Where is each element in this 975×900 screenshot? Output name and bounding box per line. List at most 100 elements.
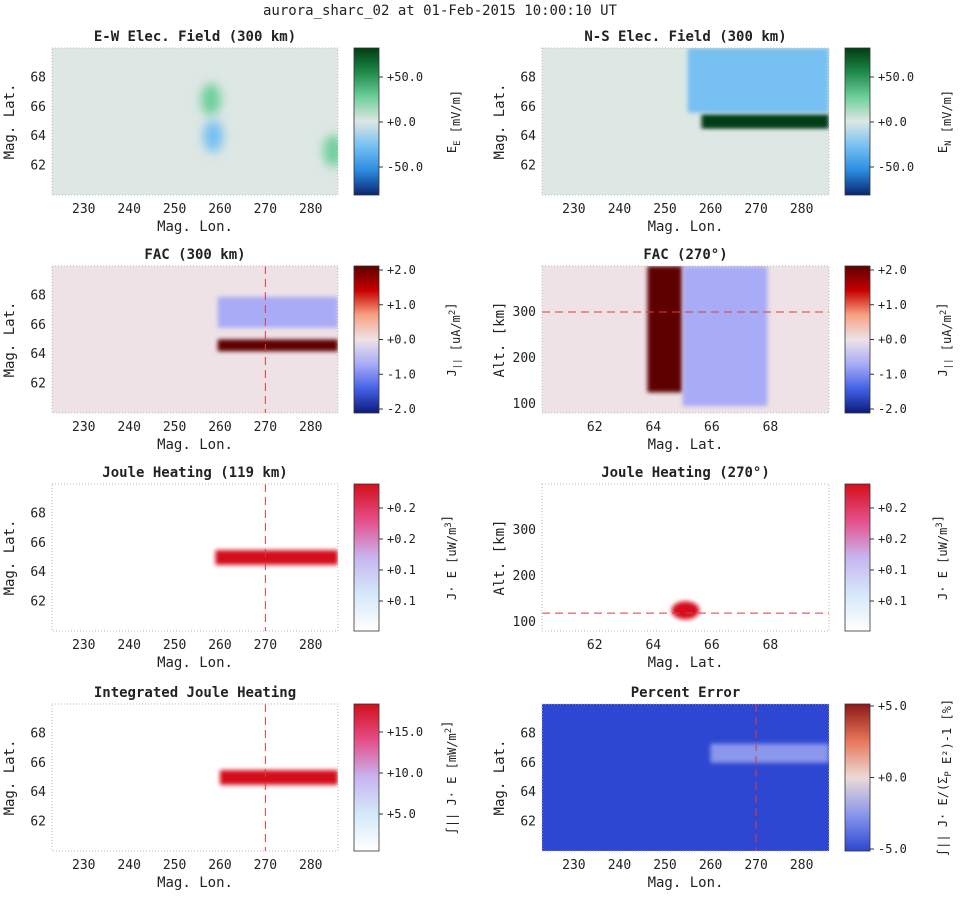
heatmap-feature-0 bbox=[671, 601, 700, 620]
x-tick-label: 260 bbox=[208, 420, 231, 435]
y-tick-label: 68 bbox=[30, 726, 46, 741]
colorbar-label: ∫|| J· E/(ΣP E²)-1 [%] bbox=[936, 699, 954, 856]
colorbar-label: EN [mV/m] bbox=[936, 90, 954, 153]
colorbar-tick-label: +0.2 bbox=[878, 501, 907, 515]
y-tick-label: 200 bbox=[513, 569, 536, 584]
x-tick-label: 250 bbox=[653, 202, 676, 217]
colorbar: +2.0 +1.0 +0.0 -1.0 -2.0 J|| [uA/m2] bbox=[844, 263, 954, 416]
plot-area bbox=[52, 704, 338, 851]
colorbar-tick-label: +0.2 bbox=[387, 501, 416, 515]
y-tick-label: 66 bbox=[520, 100, 536, 115]
y-axis-label: Mag. Lat. bbox=[492, 740, 508, 816]
colorbar-label: J|| [uA/m2] bbox=[444, 302, 463, 376]
x-tick-label: 68 bbox=[763, 420, 779, 435]
colorbar-tick-label: +1.0 bbox=[878, 298, 907, 312]
y-axis-label: Mag. Lat. bbox=[2, 740, 18, 816]
plot-frame bbox=[541, 703, 830, 852]
y-axis-label: Alt. [km] bbox=[492, 520, 508, 596]
colorbar-tick-label: +0.1 bbox=[387, 563, 416, 577]
y-tick-label: 62 bbox=[30, 377, 46, 392]
panel-title: FAC (300 km) bbox=[144, 247, 245, 263]
heatmap-feature-0 bbox=[215, 550, 338, 565]
y-axis-label: Mag. Lat. bbox=[2, 84, 18, 160]
colorbar-tick-label: -5.0 bbox=[878, 842, 907, 856]
x-tick-label: 230 bbox=[72, 858, 95, 873]
colorbar: +15.0 +10.0 +5.0 ∫|| J· E [mW/m2] bbox=[353, 703, 459, 852]
panel-title: Percent Error bbox=[631, 685, 741, 701]
colorbar-label: J· E [uW/m3] bbox=[931, 515, 950, 600]
x-tick-label: 270 bbox=[254, 638, 277, 653]
x-tick-label: 230 bbox=[562, 202, 585, 217]
x-tick-label: 64 bbox=[645, 638, 661, 653]
x-tick-label: 230 bbox=[72, 420, 95, 435]
colorbar-gradient bbox=[353, 47, 380, 196]
colorbar-tick-label: +0.0 bbox=[878, 115, 907, 129]
colorbar-gradient bbox=[353, 703, 380, 852]
colorbar-gradient bbox=[353, 265, 380, 414]
colorbar-tick-label: -50.0 bbox=[387, 160, 423, 174]
colorbar-tick-label: +0.0 bbox=[387, 333, 416, 347]
plot-frame bbox=[51, 483, 339, 632]
heatmap-feature-0 bbox=[542, 704, 829, 851]
y-axis-label: Mag. Lat. bbox=[2, 302, 18, 378]
y-tick-label: 100 bbox=[513, 615, 536, 630]
x-tick-label: 66 bbox=[704, 420, 720, 435]
x-tick-label: 260 bbox=[208, 202, 231, 217]
x-tick-label: 62 bbox=[587, 638, 603, 653]
colorbar-tick-label: +0.2 bbox=[878, 532, 907, 546]
y-axis-label: Mag. Lat. bbox=[492, 84, 508, 160]
x-tick-label: 270 bbox=[254, 202, 277, 217]
plot-frame bbox=[51, 703, 339, 852]
heatmap-feature-1 bbox=[682, 266, 768, 407]
colorbar-tick-label: +0.1 bbox=[387, 594, 416, 608]
colorbar-tick-label: +2.0 bbox=[878, 263, 907, 277]
colorbar-label: ∫|| J· E [mW/m2] bbox=[440, 721, 459, 835]
y-tick-label: 64 bbox=[30, 347, 46, 362]
panel-title: FAC (270°) bbox=[643, 247, 727, 263]
x-axis-label: Mag. Lon. bbox=[157, 219, 233, 235]
x-axis-label: Mag. Lon. bbox=[157, 655, 233, 671]
plot-area bbox=[542, 48, 829, 195]
x-axis-label: Mag. Lon. bbox=[157, 437, 233, 453]
plot-area bbox=[52, 484, 338, 631]
panel-title: Joule Heating (119 km) bbox=[102, 465, 287, 481]
plot-background bbox=[52, 48, 338, 195]
heatmap-feature-0 bbox=[217, 296, 338, 328]
colorbar-tick-label: +0.0 bbox=[878, 771, 907, 785]
x-tick-label: 230 bbox=[72, 638, 95, 653]
x-tick-label: 260 bbox=[208, 638, 231, 653]
x-tick-label: 62 bbox=[587, 420, 603, 435]
colorbar-label: J· E [uW/m3] bbox=[440, 515, 459, 600]
colorbar: +0.2 +0.2 +0.1 +0.1 J· E [uW/m3] bbox=[844, 483, 950, 632]
colorbar-tick-label: -1.0 bbox=[387, 367, 416, 381]
panel-jh119: Joule Heating (119 km) 230 240 250 260 270 280… bbox=[2, 465, 459, 671]
y-tick-label: 62 bbox=[30, 159, 46, 174]
panel-title: E-W Elec. Field (300 km) bbox=[94, 29, 296, 45]
colorbar-tick-label: +2.0 bbox=[387, 263, 416, 277]
colorbar: +0.2 +0.2 +0.1 +0.1 J· E [uW/m3] bbox=[353, 483, 459, 632]
panels: E-W Elec. Field (300 km) 230 240 250 260 270 2… bbox=[2, 29, 954, 891]
colorbar-tick-label: +0.2 bbox=[387, 532, 416, 546]
y-tick-label: 64 bbox=[30, 129, 46, 144]
plot-frame bbox=[51, 47, 339, 196]
x-tick-label: 270 bbox=[744, 858, 767, 873]
panel-ew: E-W Elec. Field (300 km) 230 240 250 260 270 2… bbox=[2, 29, 463, 235]
colorbar-tick-label: -50.0 bbox=[878, 160, 914, 174]
x-tick-label: 240 bbox=[117, 638, 140, 653]
x-tick-label: 250 bbox=[163, 638, 186, 653]
y-tick-label: 64 bbox=[30, 785, 46, 800]
heatmap-feature-1 bbox=[710, 743, 829, 763]
x-tick-label: 260 bbox=[699, 202, 722, 217]
colorbar: +5.0 +0.0 -5.0 ∫|| J· E/(ΣP E²)-1 [%] bbox=[844, 699, 954, 856]
colorbar-tick-label: +0.1 bbox=[878, 563, 907, 577]
y-tick-label: 62 bbox=[520, 159, 536, 174]
panel-fac300: FAC (300 km) 230 240 250 260 270 280 62 64 66 68 Ma… bbox=[2, 247, 463, 453]
plot-area bbox=[542, 704, 829, 851]
panel-title: Integrated Joule Heating bbox=[94, 685, 296, 701]
colorbar-gradient bbox=[844, 483, 871, 632]
x-tick-label: 240 bbox=[608, 858, 631, 873]
heatmap-feature-1 bbox=[217, 339, 338, 352]
plot-frame bbox=[51, 265, 339, 414]
x-tick-label: 280 bbox=[299, 638, 322, 653]
